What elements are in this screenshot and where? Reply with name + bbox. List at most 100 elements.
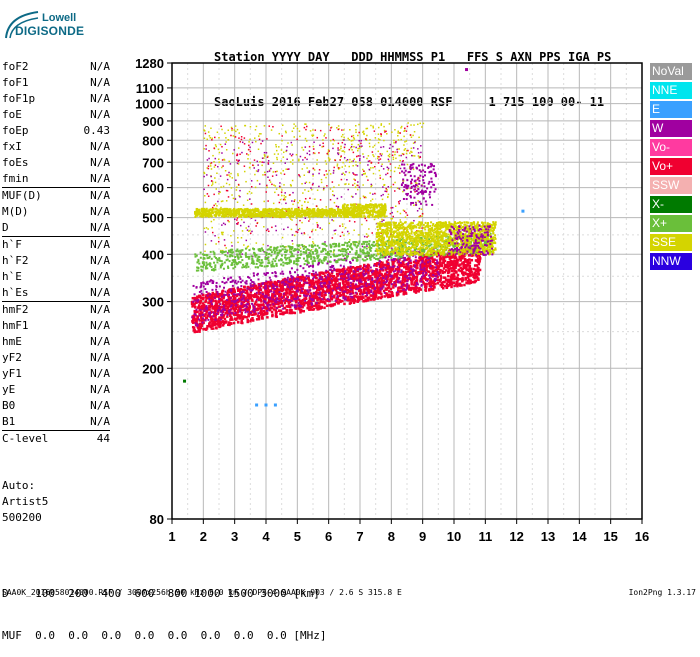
echo-sse [353,146,355,148]
echo-sse [210,165,212,167]
echo-w [437,272,439,274]
echo-vo- [388,290,391,293]
echo-sse [386,215,388,217]
echo-w [223,305,225,307]
echo-sse [380,135,382,137]
echo-w [353,270,355,272]
echo-vo- [367,179,369,181]
y-tick-label: 400 [142,247,164,262]
echo-w [402,289,404,291]
echo-w [398,270,400,272]
echo-sse [359,147,361,149]
echo-sse [388,155,390,157]
echo-vo- [207,193,209,195]
echo-vo- [399,172,401,174]
echo-sse [250,126,252,128]
echo-w [435,275,437,277]
echo-w [262,293,264,295]
echo-w [241,152,243,154]
echo-sse [388,169,390,171]
echo-sse [351,161,353,163]
echo-w [408,274,410,276]
echo-w [359,160,361,162]
echo-vo- [221,299,224,302]
echo-w [287,277,289,279]
echo-w [291,278,293,280]
echo-sse [226,200,228,202]
echo-vo- [372,297,375,300]
echo-sse [276,150,278,152]
echo-vo- [206,325,209,328]
echo-vo- [326,280,329,283]
x-tick-label: 14 [572,529,587,544]
echo-vo- [366,236,368,238]
echo-sse [216,172,218,174]
echo-vo- [460,284,463,287]
echo-sse [381,164,383,166]
echo-w [419,266,421,268]
echo-w [367,279,369,281]
echo-vo- [299,311,302,314]
echo-x- [213,262,215,264]
echo-x- [251,255,253,257]
echo-w [339,273,341,275]
echo-w [430,286,432,288]
echo-sse [370,186,372,188]
echo-w [316,302,318,304]
echo-w [280,273,282,275]
echo-sse [384,130,386,132]
echo-vo- [264,311,267,314]
echo-sse [355,132,357,134]
echo-vo- [369,160,371,162]
echo-vo- [315,281,318,284]
echo-vo- [220,126,222,128]
echo-vo- [285,309,288,312]
echo-sse [287,142,289,144]
echo-sse [216,188,218,190]
echo-sse [211,227,213,229]
echo-w [310,187,312,189]
echo-vo- [378,162,380,164]
echo-vo- [392,155,394,157]
echo-vo- [363,289,366,292]
echo-w [263,273,265,275]
echo-vo- [402,160,404,162]
echo-vo- [328,150,330,152]
echo-w [409,278,411,280]
echo-sse [352,165,354,167]
echo-vo- [208,195,210,197]
echo-sse [379,170,381,172]
echo-vo- [289,291,292,294]
echo-sse [276,188,278,190]
echo-vo- [333,294,336,297]
echo-w [215,158,217,160]
echo-sse [266,187,268,189]
echo-w [294,271,296,273]
echo-sse [222,234,224,236]
echo-w [331,295,333,297]
echo-sse [349,161,351,163]
echo-w [224,309,226,311]
echo-sse [262,174,264,176]
echo-vo- [352,184,354,186]
echo-w [342,291,344,293]
echo-x- [216,261,218,263]
echo-vo- [380,133,382,135]
echo-w [341,273,343,275]
echo-w [215,289,217,291]
echo-sse [400,139,402,141]
echo-vo- [281,191,283,193]
echo-w [257,164,259,166]
echo-sse [325,177,327,179]
echo-vo- [404,128,406,130]
echo-w [196,286,198,288]
echo-vo- [290,310,293,313]
echo-w [372,293,374,295]
echo-vo- [204,313,207,316]
echo-vo- [340,235,342,237]
echo-sse [321,179,323,181]
echo-vo- [347,297,350,300]
echo-vo- [457,274,460,277]
echo-vo- [420,215,422,217]
echo-sse [379,221,381,223]
